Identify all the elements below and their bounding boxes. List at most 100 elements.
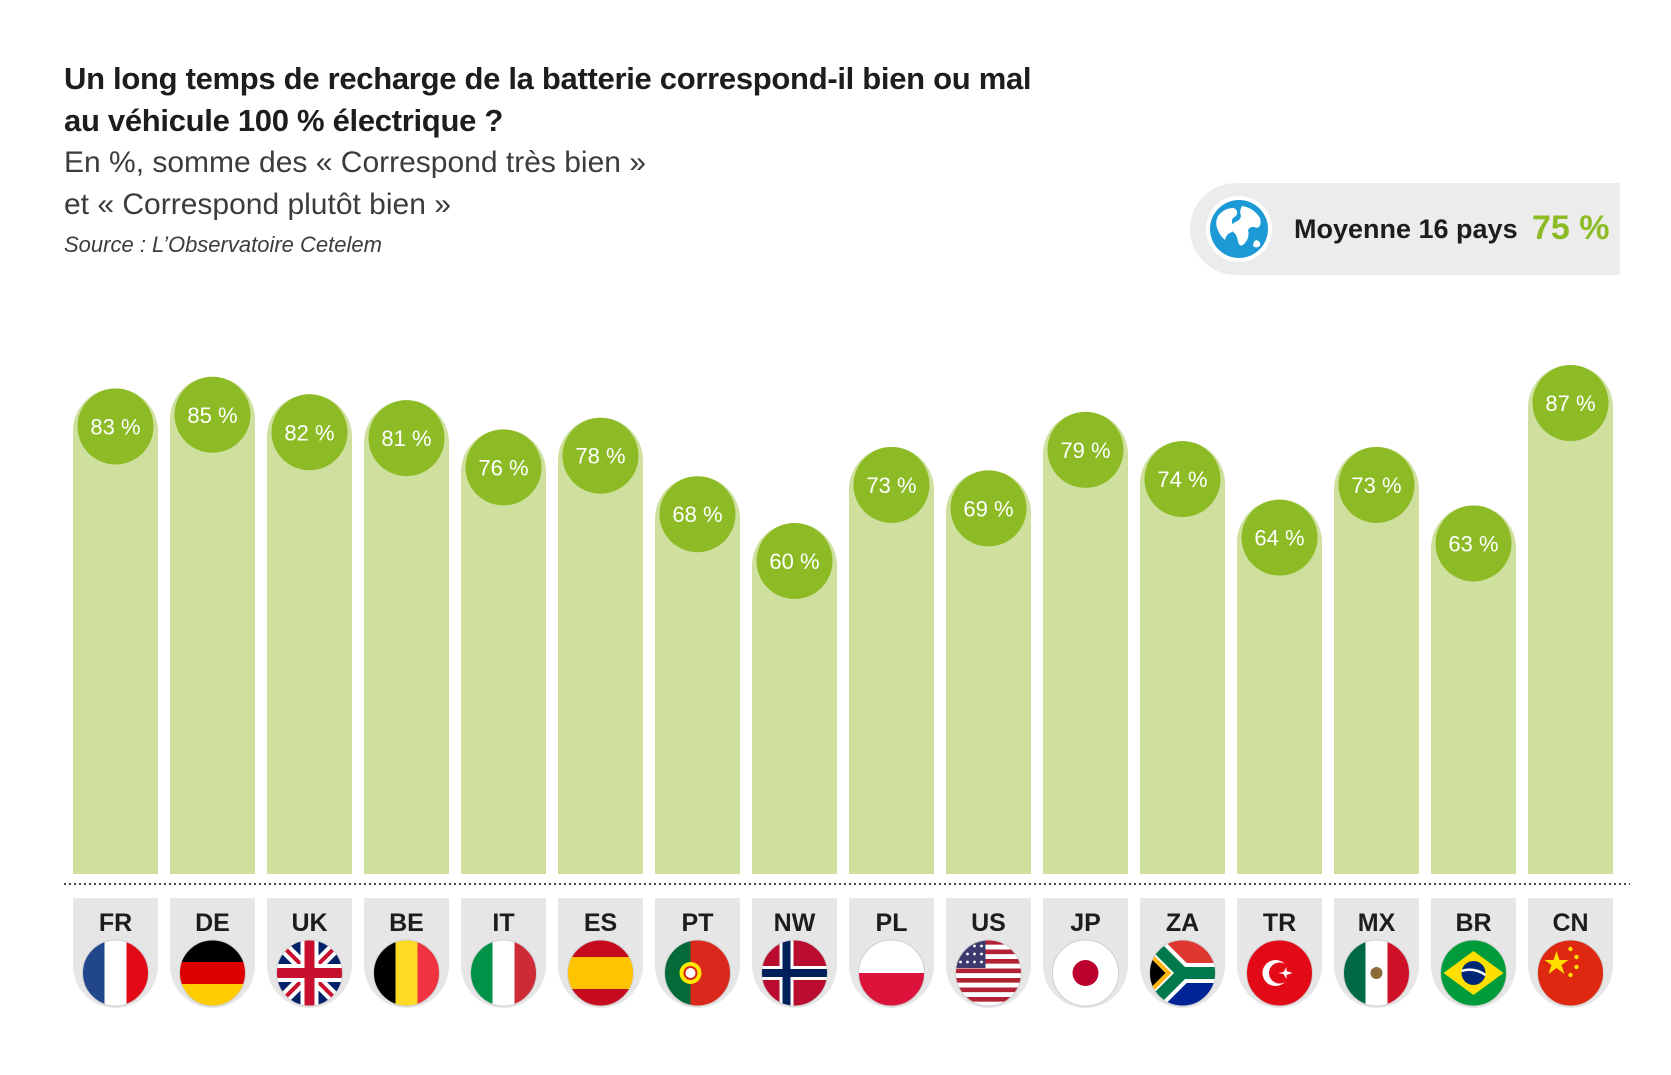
value-badge [1047, 411, 1124, 488]
bar-de: 85 % [170, 376, 255, 874]
bar-nw: 60 % [752, 523, 837, 874]
flag-italy-icon [470, 939, 537, 1007]
country-label: FR [99, 909, 132, 937]
data-label: 87 % [1545, 391, 1595, 416]
bar-pl: 73 % [849, 446, 934, 874]
value-badge [1435, 505, 1512, 582]
bar-shape [1528, 365, 1613, 874]
country-uk: UK [267, 898, 352, 1009]
source-note: Source : L’Observatoire Cetelem [64, 232, 382, 257]
bar-it: 76 % [461, 429, 546, 874]
bar-shape [267, 394, 352, 874]
bar-shape [1237, 499, 1322, 874]
flag-china-icon [1537, 939, 1604, 1007]
data-label: 79 % [1060, 438, 1110, 463]
country-label: NW [774, 909, 816, 937]
bar-jp: 79 % [1043, 411, 1128, 874]
flag-germany-icon [179, 939, 246, 1007]
subtitle-line-1: En %, somme des « Correspond très bien » [64, 146, 646, 179]
data-label: 83 % [90, 414, 140, 439]
flag-south-africa-icon [1149, 939, 1216, 1007]
bar-us: 69 % [946, 470, 1031, 874]
bar-br: 63 % [1431, 505, 1516, 874]
country-label: JP [1070, 909, 1101, 937]
country-us: US [946, 898, 1031, 1009]
country-pt: PT [655, 898, 740, 1008]
country-nw: NW [752, 898, 837, 1009]
flag-turkey-icon [1246, 939, 1313, 1007]
country-label: US [971, 909, 1006, 937]
data-label: 73 % [1351, 473, 1401, 498]
country-pl: PL [849, 898, 934, 1009]
chart-title: Un long temps de recharge de la batterie… [64, 61, 1032, 138]
country-it: IT [461, 898, 546, 1009]
value-badge [950, 470, 1027, 547]
chart-subtitle: En %, somme des « Correspond très bien »… [64, 142, 646, 226]
country-label: BR [1455, 909, 1491, 937]
subtitle-line-2: et « Correspond plutôt bien » [64, 188, 451, 221]
data-label: 76 % [478, 455, 528, 480]
value-badge [368, 400, 445, 477]
bars-layer: 83 % 85 % 82 % 81 % 76 % 78 % 68 % 60 % 73 % 69 %… [73, 365, 1613, 874]
bar-shape [364, 400, 449, 874]
data-label: 60 % [769, 549, 819, 574]
bar-cn: 87 % [1528, 365, 1613, 874]
data-label: 74 % [1157, 467, 1207, 492]
bar-fr: 83 % [73, 388, 158, 874]
bar-shape [946, 470, 1031, 874]
average-label: Moyenne 16 pays [1294, 214, 1518, 244]
data-label: 78 % [575, 444, 625, 469]
value-badge [756, 523, 833, 599]
country-label: ES [584, 909, 617, 937]
data-label: 63 % [1448, 531, 1498, 556]
data-label: 81 % [381, 426, 431, 451]
bar-tr: 64 % [1237, 499, 1322, 874]
bar-chart: 83 % 85 % 82 % 81 % 76 % 78 % 68 % 60 % 73 % 69 %… [64, 365, 1630, 1009]
flag-belgium-icon [373, 939, 440, 1007]
country-label: PT [682, 909, 714, 937]
bar-shape [170, 376, 255, 874]
bar-uk: 82 % [267, 394, 352, 874]
flag-portugal-icon [664, 939, 731, 1007]
value-badge [1144, 441, 1221, 518]
flag-norway-icon [761, 939, 828, 1007]
data-label: 85 % [187, 403, 237, 428]
value-badge [1532, 365, 1609, 442]
country-de: DE [170, 898, 255, 1009]
value-badge [465, 429, 542, 506]
country-label: IT [492, 909, 514, 937]
country-tr: TR [1237, 898, 1322, 1009]
bar-shape [1334, 446, 1420, 874]
average-badge: Moyenne 16 pays 75 % [1190, 183, 1620, 275]
country-label: CN [1552, 909, 1588, 937]
country-br: BR [1431, 898, 1516, 1009]
flag-usa-icon [955, 939, 1022, 1007]
flag-spain-icon [567, 939, 634, 1007]
bar-shape [1431, 505, 1516, 874]
flags-layer: FR DE UK BE IT ES PT NW PL US JP ZA TR MX BR CN [73, 898, 1613, 1009]
country-label: BE [389, 909, 424, 937]
bar-pt: 68 % [655, 476, 740, 874]
bar-es: 78 % [558, 417, 643, 874]
flag-uk-icon [276, 939, 343, 1007]
value-badge [271, 394, 348, 471]
flag-japan-icon [1052, 939, 1119, 1007]
data-label: 68 % [672, 502, 722, 527]
country-label: PL [876, 909, 908, 937]
value-badge [853, 446, 930, 523]
country-label: MX [1358, 909, 1396, 937]
bar-shape [849, 446, 934, 874]
flag-mexico-icon [1343, 939, 1410, 1007]
country-es: ES [558, 898, 643, 1009]
bar-za: 74 % [1140, 441, 1225, 874]
data-label: 82 % [284, 420, 334, 445]
bar-be: 81 % [364, 400, 449, 874]
country-mx: MX [1334, 898, 1419, 1009]
country-label: TR [1263, 909, 1296, 937]
data-label: 73 % [866, 473, 916, 498]
value-badge [562, 417, 639, 494]
bar-shape [461, 429, 546, 874]
country-label: DE [195, 909, 230, 937]
value-badge [77, 388, 154, 465]
flag-poland-icon [858, 939, 925, 1007]
